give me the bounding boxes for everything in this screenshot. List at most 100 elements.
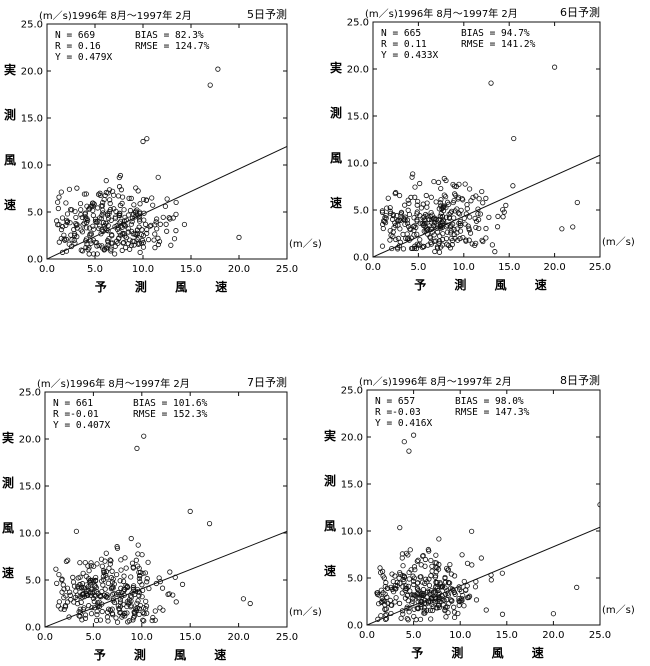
data-point (111, 599, 118, 606)
data-point (139, 552, 145, 558)
data-point (116, 235, 122, 241)
data-point (56, 222, 62, 228)
data-point (77, 613, 83, 619)
data-point (60, 582, 66, 588)
data-point (429, 607, 436, 614)
data-point (160, 607, 166, 613)
x-tick-label: 15.0 (498, 262, 520, 273)
data-point (56, 599, 62, 605)
data-point (141, 611, 147, 617)
data-point (88, 563, 94, 569)
data-point (429, 568, 435, 574)
data-point (134, 445, 140, 451)
x-tick-label: 5.0 (406, 630, 422, 641)
data-point (143, 598, 149, 604)
data-point (389, 216, 396, 222)
data-point (140, 138, 146, 145)
data-point (61, 232, 67, 238)
data-point (84, 225, 90, 231)
data-point (414, 217, 420, 223)
data-point (167, 216, 173, 222)
data-point (119, 194, 126, 200)
data-point (380, 225, 386, 232)
data-point (104, 614, 111, 620)
data-point (123, 565, 129, 571)
data-point (93, 574, 99, 581)
data-point (140, 244, 147, 250)
x-unit-label: (m／s) (289, 606, 322, 618)
data-point (418, 599, 424, 605)
x-tick-label: 20.0 (228, 264, 250, 275)
data-point (400, 611, 406, 617)
data-point (411, 564, 418, 570)
data-point (450, 221, 456, 227)
data-point (395, 246, 401, 252)
data-point (92, 239, 98, 245)
data-point (71, 237, 77, 244)
data-point (121, 586, 127, 592)
data-point (111, 206, 117, 212)
data-point (135, 598, 141, 604)
data-point (70, 574, 76, 581)
data-point (94, 608, 100, 615)
y-axis-label-char: 風 (4, 153, 16, 167)
data-point (115, 225, 121, 231)
data-point (550, 611, 557, 617)
data-point (453, 183, 459, 190)
data-point (468, 198, 474, 204)
data-point (411, 245, 418, 251)
stat-rmse: RMSE = 152.3% (133, 409, 208, 420)
data-point (404, 217, 411, 223)
data-point (94, 600, 101, 606)
data-point (402, 202, 408, 208)
data-point (152, 222, 158, 228)
data-point (105, 239, 111, 245)
data-point (382, 591, 388, 597)
data-point (424, 204, 430, 210)
data-point (118, 567, 124, 573)
data-point (414, 605, 420, 611)
data-point (428, 616, 434, 622)
data-point (86, 603, 92, 609)
y-axis-label-char: 測 (324, 473, 336, 488)
data-point (107, 206, 114, 213)
forecast-day-label: 6日予測 (560, 5, 600, 19)
data-point (65, 557, 71, 563)
data-point (173, 599, 179, 605)
data-point (443, 194, 449, 200)
data-point (433, 552, 439, 558)
data-point (461, 578, 467, 585)
data-point (67, 589, 73, 595)
stat-y: Y = 0.433X (381, 50, 438, 61)
data-point (415, 557, 421, 563)
forecast-day-label: 8日予測 (560, 373, 600, 387)
data-point (74, 185, 80, 191)
data-point (96, 242, 102, 249)
data-point (83, 238, 89, 244)
data-point (103, 189, 109, 196)
data-point (463, 237, 469, 243)
y-tick-label: 25.0 (347, 18, 369, 29)
data-point (64, 211, 71, 217)
data-point (179, 581, 186, 587)
panel-header: (m／s)1996年 8月～1997年 2月 (37, 377, 190, 390)
data-point (137, 579, 143, 585)
y-tick-label: 0.0 (347, 621, 363, 632)
data-point (433, 199, 439, 205)
data-point (134, 600, 140, 606)
data-point (87, 577, 93, 583)
data-point (97, 190, 103, 196)
data-point (428, 557, 434, 564)
data-point (126, 195, 132, 201)
data-point (144, 576, 150, 582)
data-point (442, 607, 448, 614)
y-axis-label-char: 風 (2, 521, 14, 535)
data-point (391, 585, 397, 591)
data-point (101, 576, 107, 583)
data-point (91, 598, 97, 605)
data-point (55, 205, 61, 212)
data-point (152, 245, 158, 251)
data-point (476, 225, 482, 232)
